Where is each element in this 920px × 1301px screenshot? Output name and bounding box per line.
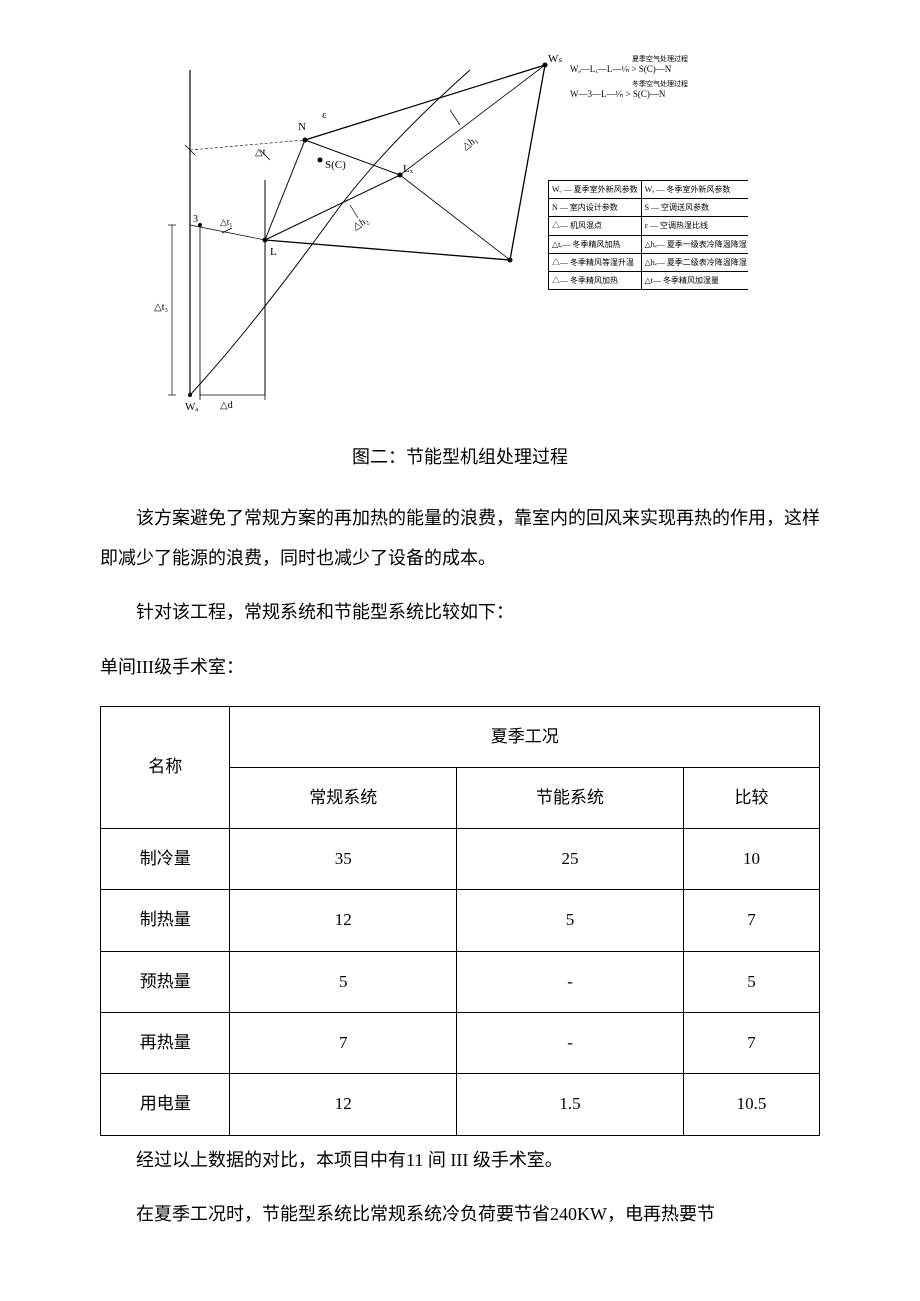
label-lx: Lₓ — [403, 163, 414, 175]
cell-name: 用电量 — [101, 1074, 230, 1135]
cell-name: 制热量 — [101, 890, 230, 951]
cell-name: 再热量 — [101, 1013, 230, 1074]
table-row: 再热量 7 - 7 — [101, 1013, 820, 1074]
cell-energy: - — [457, 951, 684, 1012]
cell-conv: 35 — [230, 829, 457, 890]
cell-name: 预热量 — [101, 951, 230, 1012]
legend-cell: Wₑ — 夏季室外新风参数 — [549, 181, 642, 199]
header-name: 名称 — [101, 706, 230, 829]
legend-cell: N — 室内设计参数 — [549, 199, 642, 217]
formula-block: 夏季空气处理过程 Wₑ—Lₓ—L—¹⁄ₙ > S(C)—N 冬季空气处理过程 W… — [570, 55, 750, 101]
cell-energy: 25 — [457, 829, 684, 890]
label-dt3: △t₃ — [154, 302, 168, 313]
label-3: 3 — [193, 214, 198, 225]
paragraph-4: 经过以上数据的对比，本项目中有11 间 III 级手术室。 — [100, 1141, 820, 1181]
paragraph-2: 针对该工程，常规系统和节能型系统比较如下： — [100, 593, 820, 633]
table-row: 制热量 12 5 7 — [101, 890, 820, 951]
legend-cell: △— 冬季精风加热 — [549, 271, 642, 289]
legend-cell: ε — 空调热湿比线 — [641, 217, 748, 235]
cell-conv: 7 — [230, 1013, 457, 1074]
label-dt: △t — [255, 147, 266, 158]
cell-compare: 7 — [683, 890, 819, 951]
figure-caption: 图二：节能型机组处理过程 — [100, 440, 820, 474]
label-n: N — [298, 121, 306, 133]
formula-line-1: Wₑ—Lₓ—L—¹⁄ₙ > S(C)—N — [570, 64, 750, 76]
label-eps: ε — [322, 109, 327, 121]
legend-cell: △t— 冬季精风加湿量 — [641, 271, 748, 289]
legend-cell: △tₑ— 冬季精风加热 — [549, 235, 642, 253]
cell-energy: 1.5 — [457, 1074, 684, 1135]
cell-compare: 10 — [683, 829, 819, 890]
cell-name: 制冷量 — [101, 829, 230, 890]
header-energy: 节能系统 — [457, 767, 684, 828]
header-conventional: 常规系统 — [230, 767, 457, 828]
cell-compare: 5 — [683, 951, 819, 1012]
formula-line-2: W—3—L—¹⁄ₙ > S(C)—N — [570, 89, 750, 101]
formula-title-2: 冬季空气处理过程 — [570, 80, 750, 89]
legend-cell: △— 冬季精风等湿升温 — [549, 253, 642, 271]
cell-compare: 7 — [683, 1013, 819, 1074]
legend-cell: △hₑ— 夏季二级表冷降温降湿 — [641, 253, 748, 271]
label-ws: Wₛ — [548, 53, 563, 65]
formula-title-1: 夏季空气处理过程 — [570, 55, 750, 64]
table-row: 制冷量 35 25 10 — [101, 829, 820, 890]
table-row: 预热量 5 - 5 — [101, 951, 820, 1012]
label-dd: △d — [220, 400, 233, 411]
label-l: L — [270, 246, 277, 258]
cell-energy: 5 — [457, 890, 684, 951]
label-dh2: △h₂ — [351, 215, 371, 233]
table-header-row: 名称 夏季工况 — [101, 706, 820, 767]
paragraph-5: 在夏季工况时，节能型系统比常规系统冷负荷要节省240KW，电再热要节 — [100, 1195, 820, 1235]
label-sc: S(C) — [325, 159, 346, 171]
cell-conv: 5 — [230, 951, 457, 1012]
label-dh1: △h₁ — [460, 134, 480, 152]
legend-box: Wₑ — 夏季室外新风参数Wₐ — 冬季室外新风参数 N — 室内设计参数S —… — [548, 180, 748, 290]
cell-conv: 12 — [230, 1074, 457, 1135]
label-wa: Wₐ — [185, 401, 198, 413]
legend-cell: S — 空调送风参数 — [641, 199, 748, 217]
cell-energy: - — [457, 1013, 684, 1074]
table-row: 用电量 12 1.5 10.5 — [101, 1074, 820, 1135]
paragraph-1: 该方案避免了常规方案的再加热的能量的浪费，靠室内的回风来实现再热的作用，这样即减… — [100, 499, 820, 578]
legend-cell: Wₐ — 冬季室外新风参数 — [641, 181, 748, 199]
diagram-area: Wₛ Wₐ N S(C) L Lₓ ε △t △t₁ △t₃ △h₁ △h₂ △… — [100, 50, 820, 420]
legend-cell: △hₑ— 夏季一级表冷降温降湿 — [641, 235, 748, 253]
label-dt1: △t₁ — [220, 217, 233, 227]
header-season: 夏季工况 — [230, 706, 820, 767]
header-compare: 比较 — [683, 767, 819, 828]
cell-compare: 10.5 — [683, 1074, 819, 1135]
legend-cell: △— 机风混点 — [549, 217, 642, 235]
paragraph-3: 单间III级手术室： — [100, 648, 820, 688]
cell-conv: 12 — [230, 890, 457, 951]
comparison-table: 名称 夏季工况 常规系统 节能系统 比较 制冷量 35 25 10 制热量 12… — [100, 706, 820, 1136]
psychrometric-diagram: Wₛ Wₐ N S(C) L Lₓ ε △t △t₁ △t₃ △h₁ △h₂ △… — [100, 50, 750, 420]
